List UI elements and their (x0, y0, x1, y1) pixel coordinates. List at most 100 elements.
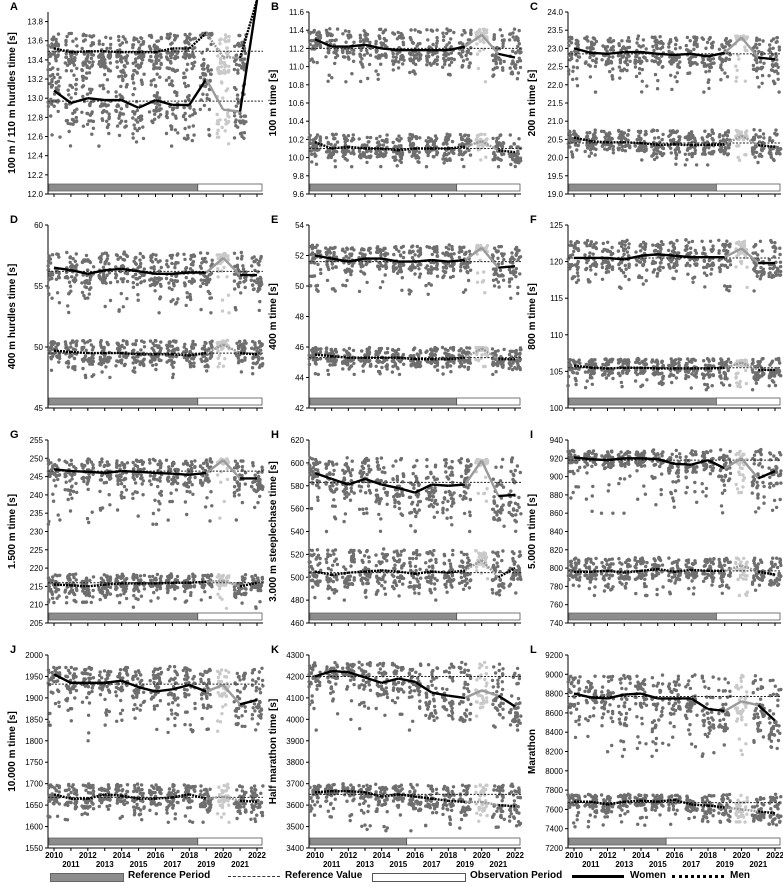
data-point (727, 57, 732, 62)
data-point (409, 59, 413, 63)
data-point (379, 54, 384, 58)
data-point (250, 366, 255, 370)
data-point (186, 40, 190, 45)
data-point (203, 256, 207, 261)
data-point (400, 276, 404, 280)
data-point (141, 40, 146, 44)
data-point (187, 36, 191, 40)
data-point (707, 146, 711, 150)
data-point (80, 281, 84, 285)
data-point (435, 151, 440, 155)
data-point (397, 372, 402, 377)
data-point (225, 338, 230, 343)
data-point (758, 152, 762, 156)
data-point (511, 35, 515, 39)
data-point (187, 55, 192, 60)
data-point (191, 346, 196, 350)
data-point (183, 342, 187, 346)
data-point (757, 42, 762, 47)
data-point (443, 138, 448, 142)
data-point (316, 262, 320, 267)
data-point (777, 48, 782, 52)
data-point (414, 156, 418, 160)
data-point (374, 55, 378, 59)
data-point (419, 351, 423, 355)
data-point (331, 266, 335, 270)
data-point (775, 58, 779, 62)
data-point (754, 57, 759, 62)
data-point (575, 58, 579, 63)
data-point (314, 284, 318, 288)
y-tick-label: 24.0 (547, 8, 563, 17)
data-point (341, 247, 345, 251)
data-point (205, 358, 209, 363)
data-point (426, 292, 430, 296)
data-point (660, 137, 664, 142)
data-point (66, 361, 71, 365)
data-point (101, 42, 105, 47)
data-point (411, 150, 416, 154)
data-point (117, 133, 122, 138)
data-point (250, 256, 254, 260)
data-point (119, 84, 123, 89)
data-point (107, 131, 111, 136)
data-point (188, 295, 192, 299)
data-point (424, 139, 428, 143)
data-point (463, 266, 468, 270)
data-point (575, 77, 579, 81)
data-point (413, 153, 417, 157)
data-point (134, 57, 138, 61)
data-point (234, 87, 238, 92)
data-point (193, 343, 197, 347)
data-point (257, 356, 261, 360)
data-point (181, 55, 186, 59)
data-point (460, 50, 465, 54)
data-point (653, 136, 657, 140)
data-point (443, 62, 447, 66)
data-point (131, 43, 136, 47)
data-point (515, 77, 520, 81)
data-point (121, 68, 125, 73)
data-point (493, 272, 497, 276)
data-point (115, 253, 120, 258)
data-point (142, 267, 146, 271)
data-point (377, 153, 381, 157)
data-point (571, 69, 575, 74)
data-point (588, 75, 593, 79)
data-point (199, 357, 203, 361)
data-point (46, 68, 50, 72)
data-point (500, 38, 505, 43)
data-point (154, 84, 158, 88)
series-segment-women (155, 98, 173, 107)
data-point (117, 74, 121, 79)
data-point (727, 146, 731, 150)
data-point (378, 285, 383, 290)
data-point (64, 43, 68, 47)
data-point (90, 87, 94, 92)
data-point (201, 67, 205, 71)
data-point (407, 136, 411, 140)
data-point (142, 72, 146, 76)
data-point (448, 157, 452, 161)
data-point (692, 42, 697, 47)
data-point (361, 369, 365, 373)
data-point (685, 48, 689, 52)
data-point (463, 31, 467, 35)
data-point (459, 262, 464, 266)
data-point (452, 252, 456, 256)
data-point (205, 369, 209, 373)
data-point (91, 359, 96, 364)
data-point (47, 62, 51, 66)
data-point (67, 129, 71, 134)
data-point (123, 37, 127, 41)
data-point (512, 142, 516, 146)
data-point (346, 134, 351, 138)
data-point (225, 87, 230, 91)
data-point (131, 45, 135, 50)
data-point (640, 145, 644, 149)
data-point (667, 49, 671, 54)
data-point (56, 67, 60, 72)
data-point (202, 57, 206, 62)
data-point (124, 85, 129, 89)
data-point (115, 104, 119, 108)
